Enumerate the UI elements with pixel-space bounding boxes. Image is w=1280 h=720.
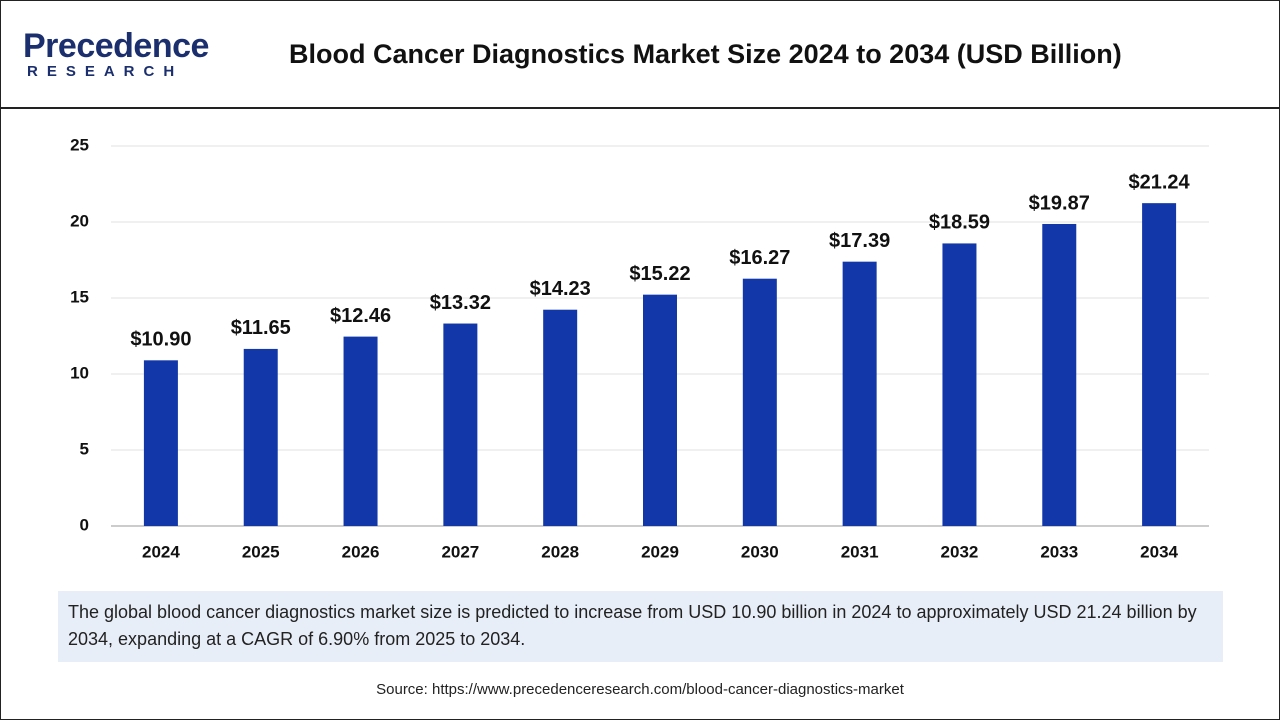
logo-name: Precedence	[23, 27, 209, 65]
bar	[1042, 223, 1077, 526]
data-label: $16.27	[729, 247, 790, 269]
bar	[942, 243, 977, 526]
header: Precedence RESEARCH Blood Cancer Diagnos…	[1, 1, 1279, 109]
bar	[742, 278, 777, 526]
bar	[343, 336, 378, 526]
bar	[643, 294, 677, 526]
bar	[443, 323, 478, 526]
data-label: $17.39	[829, 230, 890, 252]
y-tick-label: 5	[80, 439, 89, 458]
x-tick-label: 2026	[342, 542, 380, 561]
bar	[143, 360, 178, 526]
data-label: $10.90	[130, 329, 191, 351]
y-tick-label: 20	[70, 211, 89, 230]
bar	[842, 261, 877, 526]
source: Source: https://www.precedenceresearch.c…	[376, 681, 904, 698]
logo-tagline: RESEARCH	[27, 63, 184, 80]
chart-title: Blood Cancer Diagnostics Market Size 202…	[289, 39, 1122, 69]
y-tick-label: 15	[70, 287, 89, 306]
x-tick-label: 2031	[841, 542, 879, 561]
x-tick-label: 2024	[142, 542, 180, 561]
x-tick-label: 2032	[941, 542, 979, 561]
x-tick-label: 2034	[1140, 542, 1178, 561]
data-label: $11.65	[231, 317, 291, 339]
bar	[243, 348, 278, 526]
y-tick-label: 10	[70, 363, 89, 382]
x-tick-label: 2030	[741, 542, 779, 561]
description: The global blood cancer diagnostics mark…	[58, 591, 1223, 662]
data-label: $13.32	[430, 292, 491, 314]
y-tick-label: 0	[80, 515, 89, 534]
x-tick-label: 2033	[1040, 542, 1078, 561]
data-label: $14.23	[530, 278, 591, 300]
data-label: $21.24	[1129, 171, 1191, 193]
x-tick-label: 2027	[441, 542, 479, 561]
bar	[543, 309, 578, 526]
data-label: $19.87	[1029, 192, 1090, 214]
data-label: $15.22	[629, 263, 690, 285]
data-label: $12.46	[330, 305, 391, 327]
y-tick-label: 25	[70, 135, 89, 154]
x-tick-label: 2025	[242, 542, 280, 561]
bar	[1142, 203, 1177, 527]
x-tick-label: 2028	[541, 542, 579, 561]
data-label: $18.59	[929, 212, 990, 234]
x-tick-label: 2029	[641, 542, 679, 561]
